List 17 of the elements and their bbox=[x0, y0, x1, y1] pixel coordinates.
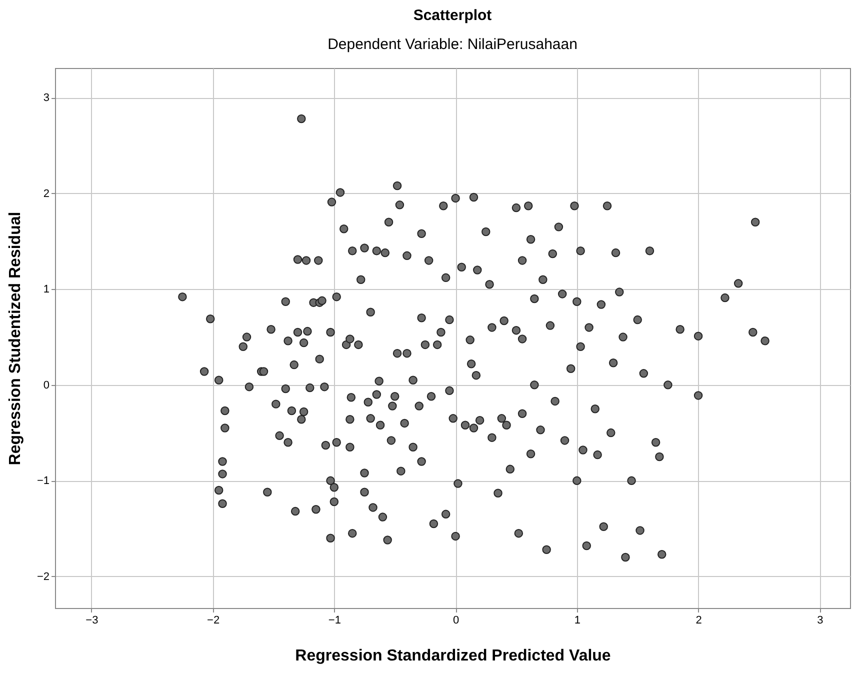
x-tick-label: −2 bbox=[207, 614, 220, 626]
x-tick-label: 1 bbox=[574, 614, 580, 626]
y-axis-title: Regression Studentized Residual bbox=[6, 212, 24, 466]
chart-subtitle: Dependent Variable: NilaiPerusahaan bbox=[328, 36, 578, 53]
x-axis-title: Regression Standardized Predicted Value bbox=[295, 648, 611, 664]
x-tick-label: 0 bbox=[452, 614, 460, 626]
x-tick-label: 2 bbox=[696, 614, 702, 626]
y-tick-label: 1 bbox=[43, 284, 50, 296]
y-tick-label: −2 bbox=[36, 570, 50, 583]
x-tick-label: −3 bbox=[86, 614, 98, 626]
y-tick-label: −1 bbox=[36, 475, 50, 488]
y-tick-label: 2 bbox=[43, 188, 50, 200]
y-tick-label: 0 bbox=[43, 379, 50, 392]
chart-title: Scatterplot bbox=[413, 7, 492, 24]
x-tick-label: −1 bbox=[328, 614, 341, 626]
y-tick-label: 3 bbox=[43, 92, 50, 104]
x-tick-label: 3 bbox=[817, 614, 824, 626]
